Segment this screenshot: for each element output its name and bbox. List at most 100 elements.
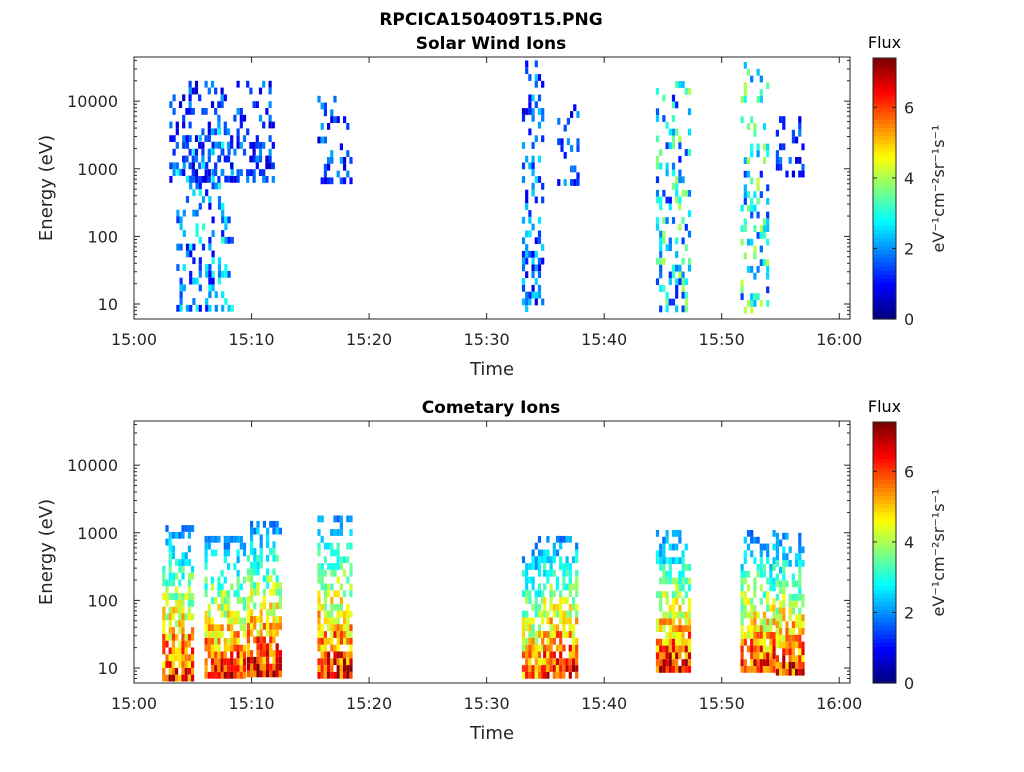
heatmap-cell [798,607,802,615]
heatmap-cell [753,293,757,300]
heatmap-cell [214,87,218,95]
heatmap-cell [775,668,779,676]
heatmap-cell [333,671,337,679]
heatmap-cell [236,80,240,88]
heatmap-cell [782,573,786,581]
heatmap-cell [785,668,789,676]
heatmap-cell [181,552,185,560]
heatmap-cell [181,525,185,532]
plot-area [134,57,850,319]
heatmap-cell [766,266,770,273]
heatmap-cell [801,170,805,178]
heatmap-cell [788,600,792,608]
heatmap-cell [269,520,273,528]
heatmap-cell [546,644,550,652]
heatmap-cell [191,162,195,170]
heatmap-cell [320,637,324,645]
heatmap-cell [272,650,276,657]
heatmap-cell [531,182,535,190]
heatmap-cell [253,670,257,678]
heatmap-cell [169,121,173,129]
heatmap-cell [575,549,579,557]
heatmap-cell [549,563,553,570]
heatmap-cell [746,266,751,273]
heatmap-cell [681,666,685,673]
heatmap-cell [250,650,254,657]
heatmap-cell [194,176,199,183]
heatmap-cell [323,556,327,564]
colorbar-band [873,638,896,643]
heatmap-cell [769,659,773,666]
heatmap-cell [541,671,545,679]
heatmap-cell [171,654,175,662]
heatmap-cell [762,564,767,571]
heatmap-cell [327,651,331,659]
heatmap-cell [210,671,215,679]
heatmap-cell [171,579,175,587]
heatmap-cell [772,618,776,626]
heatmap-cell [269,622,273,630]
colorbar-band [873,503,896,509]
heatmap-cell [575,542,579,550]
colorbar-band [873,450,896,456]
heatmap-cell [210,644,215,652]
heatmap-cell [537,74,542,81]
heatmap-cell [236,535,240,543]
heatmap-cell [655,659,660,666]
heatmap-cell [759,89,763,96]
heatmap-cell [788,648,792,656]
heatmap-cell [327,542,331,550]
heatmap-cell [178,579,182,587]
colorbar-band [873,94,896,100]
heatmap-cell [549,651,553,659]
heatmap-cell [265,162,269,170]
heatmap-cell [762,618,767,626]
heatmap-cell [678,570,682,578]
heatmap-cell [559,590,563,598]
heatmap-cell [339,603,343,611]
heatmap-cell [759,75,763,83]
heatmap-cell [555,665,560,672]
heatmap-cell [766,225,770,232]
heatmap-cell [327,563,331,570]
heatmap-cell [275,520,279,528]
heatmap-cell [740,577,744,585]
heatmap-cell [252,101,256,108]
heatmap-cell [268,162,272,170]
heatmap-cell [327,624,331,632]
heatmap-cell [753,645,757,653]
heatmap-cell [210,624,215,632]
heatmap-cell [746,625,751,632]
heatmap-cell [681,285,685,292]
heatmap-cell [766,625,770,632]
heatmap-cell [250,520,254,528]
heatmap-cell [320,644,324,652]
heatmap-cell [195,230,199,237]
heatmap-cell [182,121,186,129]
heatmap-cell [779,116,783,123]
heatmap-cell [195,209,199,217]
heatmap-cell [239,542,243,550]
heatmap-cell [242,576,247,584]
heatmap-cell [795,136,799,144]
heatmap-cell [256,527,260,535]
heatmap-cell [317,665,321,672]
colorbar-band [873,221,896,226]
heatmap-cell [226,142,231,149]
heatmap-cell [165,593,169,600]
heatmap-cell [233,665,237,672]
heatmap-cell [333,515,337,523]
heatmap-cell [655,115,660,122]
heatmap-cell [665,557,669,564]
heatmap-cell [571,658,576,666]
heatmap-cell [552,651,556,659]
heatmap-cell [220,590,224,598]
heatmap-cell [191,613,195,621]
heatmap-cell [268,135,272,142]
heatmap-cell [779,607,783,615]
heatmap-cell [552,610,556,618]
heatmap-cell [227,175,231,183]
colorbar-band [873,617,896,623]
heatmap-cell [176,304,180,312]
heatmap-cell [233,590,237,598]
